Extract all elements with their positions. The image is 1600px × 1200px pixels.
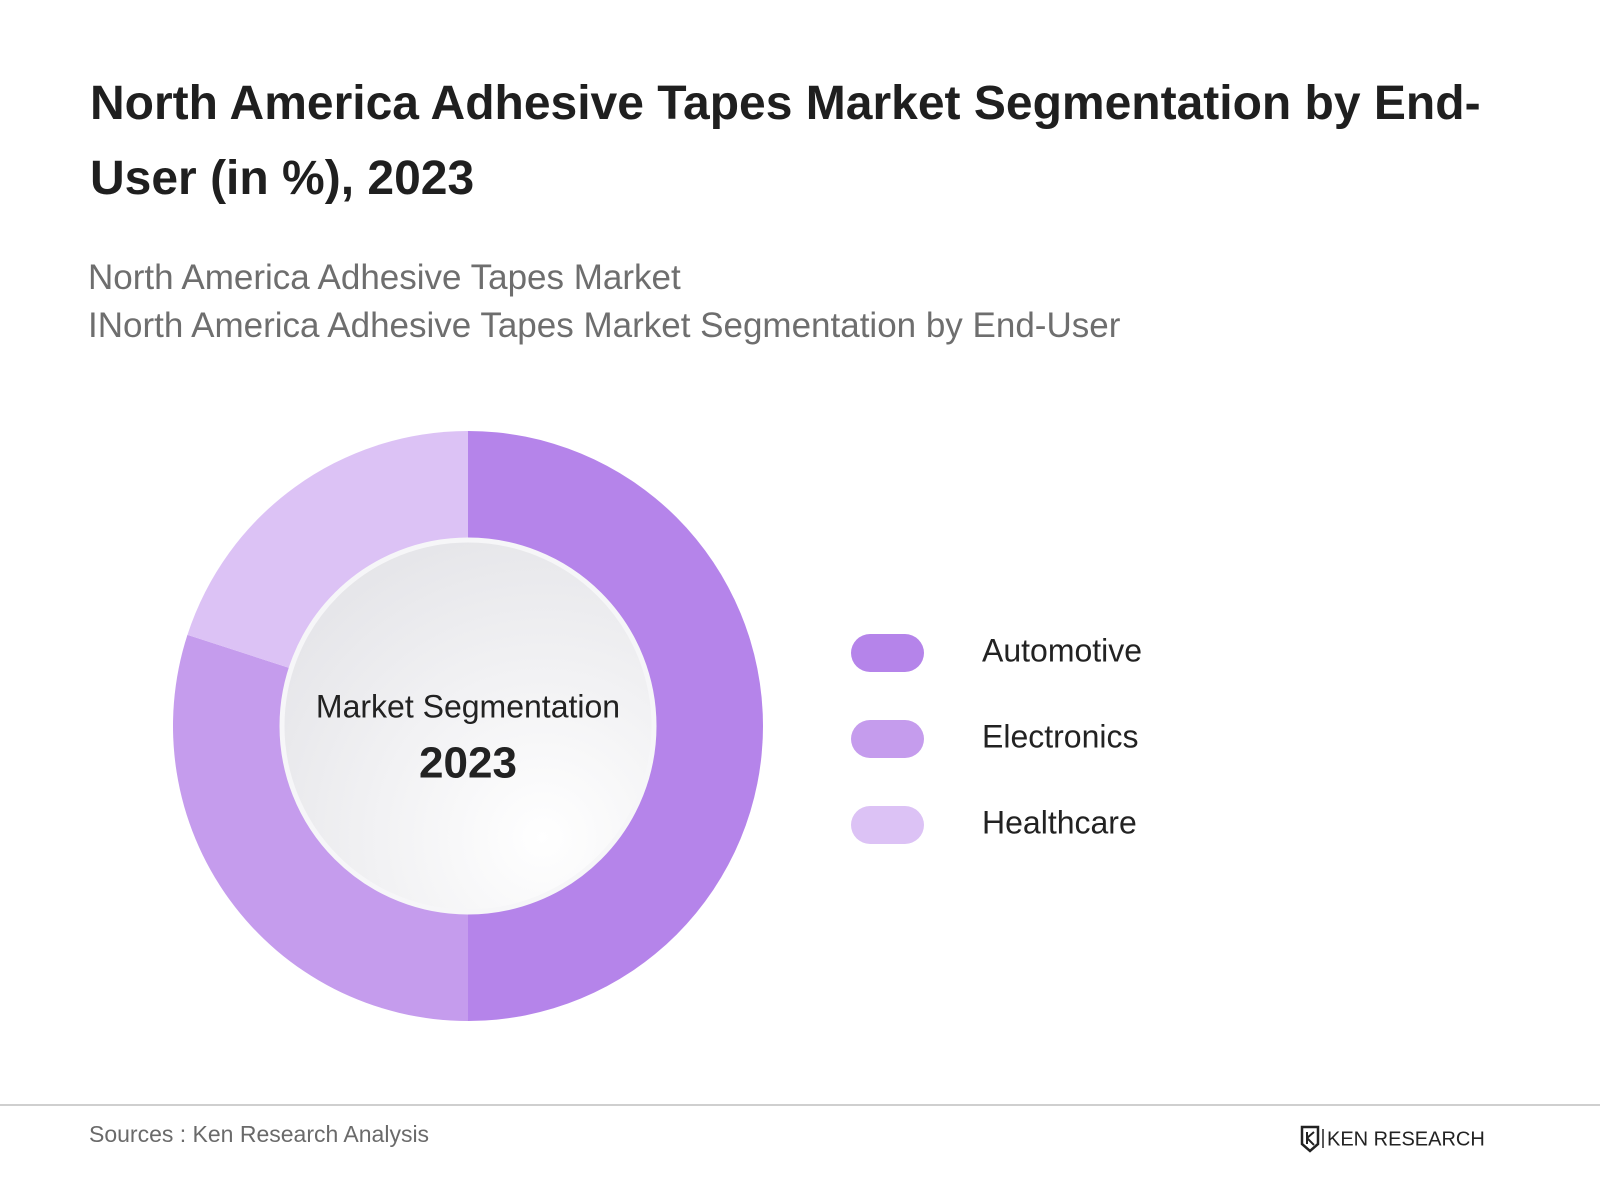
brand-logo: KEN RESEARCH	[1300, 1125, 1485, 1153]
brand-name: KEN RESEARCH	[1327, 1128, 1485, 1150]
footer-rule	[0, 1104, 1600, 1106]
subtitle: North America Adhesive Tapes Market	[88, 258, 681, 297]
legend-swatch	[851, 806, 924, 844]
chart: Market Segmentation 2023 Automotive Elect…	[172, 431, 1142, 1021]
legend-label: Electronics	[982, 718, 1139, 754]
subtitle: INorth America Adhesive Tapes Market Seg…	[88, 306, 1121, 345]
title: North America Adhesive Tapes Market Segm…	[90, 77, 1481, 205]
center-value: 2023	[419, 739, 517, 788]
legend-swatch	[851, 720, 924, 758]
legend-label: Healthcare	[982, 804, 1137, 840]
donut-hole	[279, 537, 657, 915]
legend-swatch	[851, 634, 924, 672]
legend-label: Automotive	[982, 632, 1142, 668]
source: Sources : Ken Research Analysis	[89, 1121, 430, 1147]
center-label: Market Segmentation	[316, 688, 620, 724]
